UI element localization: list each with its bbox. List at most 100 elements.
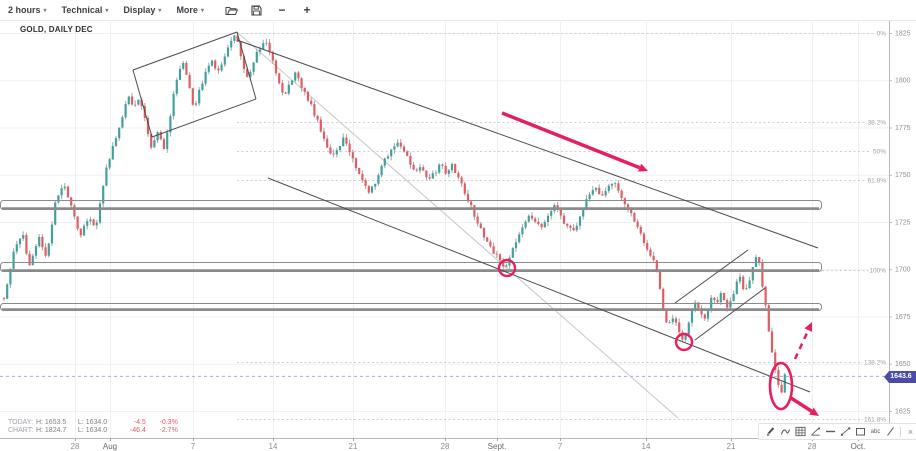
candle-down <box>780 384 783 393</box>
trendline[interactable] <box>236 39 819 249</box>
candle-up <box>732 293 735 302</box>
current-move-ellipse[interactable] <box>768 361 794 411</box>
candle-up <box>434 172 438 174</box>
candle-down <box>310 100 313 105</box>
angle-tool-icon[interactable] <box>810 426 821 438</box>
candle-up <box>748 280 751 289</box>
candle-down <box>217 68 220 71</box>
candle-up <box>447 170 450 174</box>
menu-interval[interactable]: 2 hours <box>8 5 47 15</box>
candle-down <box>454 163 457 173</box>
candle-down <box>479 223 482 229</box>
toolbar-divider <box>900 426 901 437</box>
candle-down <box>639 226 642 234</box>
candle-down <box>278 73 281 84</box>
candle-down <box>140 99 143 107</box>
curve-tool-icon[interactable] <box>780 426 791 438</box>
hline-tool-icon[interactable] <box>825 426 836 438</box>
candle-down <box>566 223 569 226</box>
menu-technical[interactable]: Technical <box>62 5 109 15</box>
trendline[interactable] <box>236 31 257 100</box>
candle-down <box>268 42 271 53</box>
toolbar-icon-group: − + <box>225 3 314 17</box>
downtrend-arrow-head <box>638 163 648 172</box>
price-zone[interactable] <box>0 262 822 272</box>
candle-down <box>476 216 479 224</box>
zoom-in-button[interactable]: + <box>303 3 311 17</box>
scenario-down-arrow-head <box>809 407 819 416</box>
pointer-icon[interactable] <box>765 426 776 438</box>
symbol-label: GOLD, DAILY DEC <box>20 25 93 34</box>
candle-up <box>543 222 546 228</box>
time-axis[interactable]: 28 Aug 7 14 21 28 Sept. 7 14 21 28 Oct. <box>71 438 866 451</box>
candle-up <box>505 265 508 267</box>
legend-row-chart: CHART: H: 1824.7 L: 1634.0 -46.4 -2.7% <box>8 427 178 435</box>
text-tool-icon[interactable]: abc <box>870 428 881 435</box>
candle-down <box>28 253 31 266</box>
trendline[interactable] <box>694 287 766 341</box>
candle-down <box>626 204 630 210</box>
candle-up <box>127 96 130 104</box>
candle-up <box>377 175 380 184</box>
scenario-up-arrow[interactable] <box>793 322 813 360</box>
chevron-down-icon <box>44 7 47 14</box>
downtrend-arrow[interactable] <box>501 111 648 172</box>
menu-display[interactable]: Display <box>123 5 161 15</box>
candle-down <box>412 164 415 170</box>
save-chart-icon[interactable] <box>250 3 264 17</box>
zoom-out-button[interactable]: − <box>278 3 286 17</box>
fib-level-label: 100% <box>869 267 886 274</box>
guide-trendline[interactable] <box>236 31 679 419</box>
candle-up <box>342 137 345 147</box>
breakdown-circle-1[interactable] <box>497 258 517 278</box>
candle-up <box>370 186 374 193</box>
trendline[interactable] <box>267 177 811 393</box>
candle-up <box>585 199 588 210</box>
trendline-tool-icon[interactable] <box>840 426 851 438</box>
open-chart-folder-icon[interactable] <box>225 3 239 17</box>
candle-down <box>662 288 665 310</box>
candle-up <box>687 322 690 335</box>
menu-more[interactable]: More <box>176 5 204 15</box>
candle-down <box>444 165 447 174</box>
rect-tool-icon[interactable] <box>855 426 866 438</box>
ray-tool-icon[interactable] <box>885 426 896 438</box>
candle-down <box>409 155 412 165</box>
candle-down <box>742 276 745 290</box>
fib-level-label: 38.2% <box>868 119 887 126</box>
candle-down <box>185 62 188 75</box>
candle-down <box>406 151 409 156</box>
close-toolbar-icon[interactable]: × <box>907 426 914 437</box>
candle-down <box>722 293 726 301</box>
scenario-down-arrow[interactable] <box>790 396 819 416</box>
candle-up <box>153 140 156 148</box>
candle-up <box>60 188 63 196</box>
chevron-down-icon <box>105 7 108 14</box>
breakdown-circle-2[interactable] <box>674 332 694 352</box>
candle-down <box>562 215 566 224</box>
price-zone[interactable] <box>0 303 822 311</box>
ohlc-legend: TODAY: H: 1653.5 L: 1634.0 -4.5 -0.3% CH… <box>8 419 178 435</box>
trendline[interactable] <box>132 69 153 138</box>
candle-down <box>415 169 418 171</box>
candle-down <box>322 131 326 139</box>
candle-up <box>582 209 585 217</box>
trendline[interactable] <box>151 98 257 138</box>
candle-down <box>559 210 562 216</box>
candle-down <box>770 331 774 353</box>
candle-down <box>758 257 761 263</box>
candle-down <box>777 369 780 385</box>
candle-down <box>345 137 348 144</box>
price-zone[interactable] <box>0 200 822 210</box>
grid-tool-icon[interactable] <box>795 426 806 438</box>
trendline[interactable] <box>674 249 749 304</box>
candle-up <box>54 202 57 225</box>
trendline[interactable] <box>132 31 238 71</box>
price-axis[interactable]: 1825 1800 1775 1750 1725 1700 1675 1650 1625 <box>889 30 911 415</box>
candle-down <box>569 225 572 228</box>
candle-up <box>12 251 15 269</box>
price-tick-label: 1750 <box>895 172 911 179</box>
candle-down <box>428 177 431 179</box>
chevron-down-icon <box>201 7 204 14</box>
